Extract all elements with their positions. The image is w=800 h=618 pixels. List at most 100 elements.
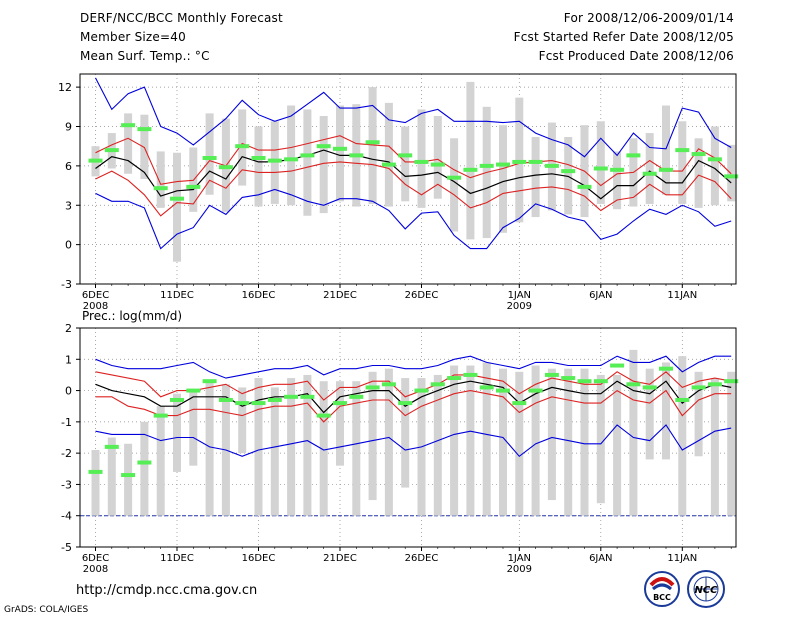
observation-mark xyxy=(186,184,201,189)
ensemble-box xyxy=(254,378,263,516)
observation-mark xyxy=(104,444,119,449)
ensemble-box xyxy=(303,374,312,516)
ensemble-box xyxy=(613,151,622,210)
observation-mark xyxy=(300,394,315,399)
observation-mark xyxy=(659,167,673,172)
observation-mark xyxy=(561,376,576,381)
series-lower-line xyxy=(95,389,732,423)
ncc-logo-text: NCC xyxy=(694,585,718,596)
observation-mark xyxy=(430,162,445,167)
observation-mark xyxy=(381,162,396,167)
observation-mark xyxy=(381,382,396,387)
x-tick-label: 6JAN xyxy=(589,290,612,301)
ensemble-box xyxy=(710,126,719,206)
y-tick-label: 9 xyxy=(65,121,72,134)
series-min-line xyxy=(95,188,732,250)
observation-mark xyxy=(316,144,331,149)
observation-mark xyxy=(544,372,559,377)
observation-mark xyxy=(365,140,380,145)
series-upper-line xyxy=(95,135,732,187)
series-min-line xyxy=(95,424,732,458)
x-tick-label: 11DEC xyxy=(160,553,194,564)
observation-mark xyxy=(659,366,673,371)
observation-mark xyxy=(104,148,119,153)
series-lower-line xyxy=(95,161,732,217)
observation-mark xyxy=(218,397,233,402)
y-tick-label: -4 xyxy=(61,510,72,523)
ensemble-box xyxy=(401,378,410,488)
plot-frame xyxy=(79,73,737,285)
forecast-produced-date: Fcst Produced Date 2008/12/06 xyxy=(538,49,734,63)
ensemble-box xyxy=(107,437,116,516)
observation-mark xyxy=(642,385,657,390)
observation-mark xyxy=(365,385,380,390)
observation-mark xyxy=(251,401,266,406)
ensemble-box xyxy=(613,374,622,516)
ensemble-box xyxy=(580,368,589,516)
ensemble-box xyxy=(678,121,687,204)
bcc-logo-text: BCC xyxy=(653,593,671,602)
x-tick-sublabel: 2009 xyxy=(507,301,532,312)
observation-mark xyxy=(88,158,103,163)
observation-mark xyxy=(333,146,347,151)
ensemble-box xyxy=(319,381,328,516)
observation-mark xyxy=(202,379,217,384)
ensemble-box xyxy=(596,121,605,204)
ensemble-box xyxy=(482,362,491,516)
y-tick-label: -2 xyxy=(61,447,72,460)
x-tick-label: 16DEC xyxy=(242,553,276,564)
ensemble-box xyxy=(205,113,214,195)
observation-mark xyxy=(349,394,364,399)
y-tick-label: -3 xyxy=(61,278,72,291)
forecast-period: For 2008/12/06-2009/01/14 xyxy=(563,11,734,25)
chart-title: DERF/NCC/BCC Monthly Forecast xyxy=(80,11,283,25)
ensemble-box xyxy=(140,421,149,516)
x-tick-label: 1JAN xyxy=(508,290,531,301)
ensemble-box xyxy=(645,368,654,460)
observation-mark xyxy=(251,156,266,160)
ensemble-box xyxy=(564,137,573,215)
observation-mark xyxy=(479,163,494,168)
bcc-logo: BCC xyxy=(644,571,680,607)
ensemble-box xyxy=(662,362,670,460)
observation-mark xyxy=(593,379,608,384)
ensemble-box xyxy=(547,368,556,501)
forecast-start-date: Fcst Started Refer Date 2008/12/05 xyxy=(513,30,734,44)
y-tick-label: 2 xyxy=(65,322,72,335)
ensemble-box xyxy=(662,105,670,195)
observation-mark xyxy=(577,379,592,384)
observation-mark xyxy=(512,401,527,406)
series-mean-line xyxy=(95,380,732,414)
x-tick-sublabel: 2009 xyxy=(507,564,532,575)
observation-mark xyxy=(610,363,625,368)
x-tick-label: 1JAN xyxy=(508,553,531,564)
ensemble-box xyxy=(156,151,165,208)
ensemble-box xyxy=(433,374,442,516)
logos: BCC NCC xyxy=(644,570,725,608)
ensemble-box xyxy=(140,114,149,179)
observation-mark xyxy=(626,382,641,387)
y-tick-label: 0 xyxy=(65,239,72,252)
ensemble-box xyxy=(287,105,296,206)
ensemble-box xyxy=(205,381,214,516)
ensemble-box xyxy=(564,368,573,516)
member-size: Member Size=40 xyxy=(80,30,186,44)
ensemble-box xyxy=(678,356,687,516)
x-tick-label: 26DEC xyxy=(405,553,439,564)
x-tick-sublabel: 2008 xyxy=(83,301,108,312)
y-tick-label: 0 xyxy=(65,385,72,398)
observation-mark xyxy=(235,144,250,149)
source-url[interactable]: http://cmdp.ncc.cma.gov.cn xyxy=(76,583,258,598)
observation-mark xyxy=(642,171,657,176)
observation-mark xyxy=(496,162,510,167)
plot-frame xyxy=(79,327,737,548)
observation-mark xyxy=(267,397,282,402)
series-max-line xyxy=(95,77,732,158)
observation-mark xyxy=(561,169,576,174)
observation-mark xyxy=(430,382,445,387)
observation-mark xyxy=(463,167,478,172)
observation-mark xyxy=(88,469,103,474)
observation-mark xyxy=(398,401,413,406)
y-tick-label: 12 xyxy=(58,81,72,94)
ensemble-box xyxy=(352,381,361,516)
